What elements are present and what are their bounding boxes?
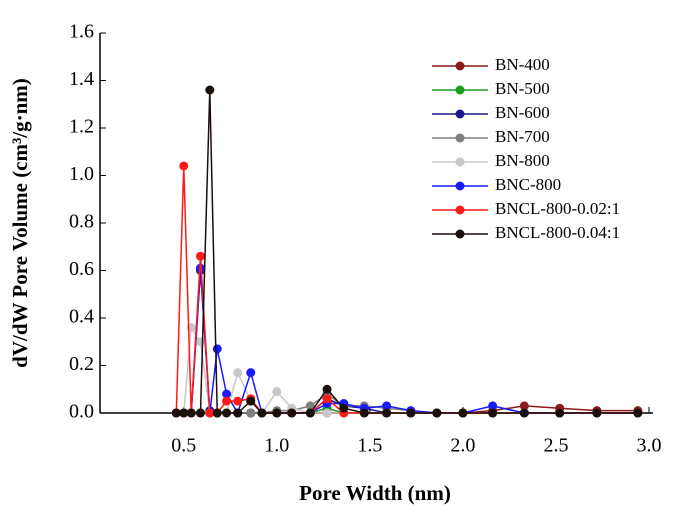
data-point — [488, 408, 498, 418]
data-point — [179, 408, 189, 418]
legend-marker — [455, 157, 465, 167]
data-point — [212, 344, 222, 354]
x-tick-label: 1.0 — [264, 435, 289, 457]
data-point — [432, 408, 442, 418]
x-tick-label: 3.0 — [637, 435, 662, 457]
data-point — [257, 408, 267, 418]
data-point — [633, 408, 643, 418]
data-point — [488, 401, 498, 411]
y-tick-label: 1.0 — [69, 163, 94, 185]
data-point — [382, 408, 392, 418]
legend-label: BN-500 — [495, 79, 550, 98]
legend-label: BNC-800 — [495, 175, 561, 194]
data-point — [592, 408, 602, 418]
data-point — [519, 401, 529, 411]
y-tick-label: 1.6 — [69, 21, 94, 43]
legend-label: BN-800 — [495, 151, 550, 170]
data-point — [246, 368, 256, 378]
data-point — [186, 408, 196, 418]
x-axis-title: Pore Width (nm) — [299, 481, 451, 505]
y-tick-label: 1.2 — [69, 116, 94, 138]
data-point — [519, 408, 529, 418]
legend-marker — [455, 109, 465, 119]
legend-marker — [455, 133, 465, 143]
legend-marker — [455, 85, 465, 95]
series-line — [176, 270, 638, 414]
x-tick-label: 0.5 — [171, 435, 196, 457]
y-axis-title: dV/dW Pore Volume (cm³/g·nm) — [8, 78, 32, 368]
legend-label: BNCL-800-0.04:1 — [495, 223, 620, 242]
legend-marker — [455, 229, 465, 239]
legend-marker — [455, 181, 465, 191]
data-point — [305, 401, 315, 411]
data-point — [458, 408, 468, 418]
legend-marker — [455, 205, 465, 215]
data-point — [233, 368, 243, 378]
data-point — [272, 408, 282, 418]
data-point — [246, 396, 256, 406]
data-point — [339, 403, 349, 413]
data-point — [322, 384, 332, 394]
data-point — [406, 408, 416, 418]
data-point — [287, 408, 297, 418]
data-point — [195, 337, 205, 347]
data-point — [222, 396, 232, 406]
data-point — [205, 85, 215, 95]
data-point — [222, 408, 232, 418]
y-tick-label: 0.4 — [69, 306, 94, 328]
x-tick-label: 2.5 — [543, 435, 568, 457]
data-point — [272, 387, 282, 397]
data-point — [233, 408, 243, 418]
data-point — [305, 408, 315, 418]
data-point — [195, 408, 205, 418]
data-point — [222, 389, 232, 399]
data-point — [233, 396, 243, 406]
y-tick-label: 1.4 — [69, 68, 94, 90]
legend-label: BN-600 — [495, 103, 550, 122]
legend-label: BNCL-800-0.02:1 — [495, 199, 620, 218]
series-line — [176, 89, 638, 414]
data-point — [179, 161, 189, 171]
y-tick-label: 0.6 — [69, 258, 94, 280]
x-tick-label: 1.5 — [357, 435, 382, 457]
data-point — [195, 251, 205, 261]
data-point — [205, 408, 215, 418]
data-point — [555, 408, 565, 418]
data-point — [171, 408, 181, 418]
data-point — [322, 394, 332, 404]
data-point — [246, 408, 256, 418]
legend-label: BN-700 — [495, 127, 550, 146]
x-tick-label: 2.0 — [450, 435, 475, 457]
data-point — [322, 408, 332, 418]
legend-label: BN-400 — [495, 55, 550, 74]
y-tick-label: 0.2 — [69, 353, 94, 375]
data-point — [359, 408, 369, 418]
y-tick-label: 0.8 — [69, 211, 94, 233]
y-tick-label: 0.0 — [69, 401, 94, 423]
data-point — [212, 408, 222, 418]
data-point — [382, 401, 392, 411]
legend-marker — [455, 61, 465, 71]
